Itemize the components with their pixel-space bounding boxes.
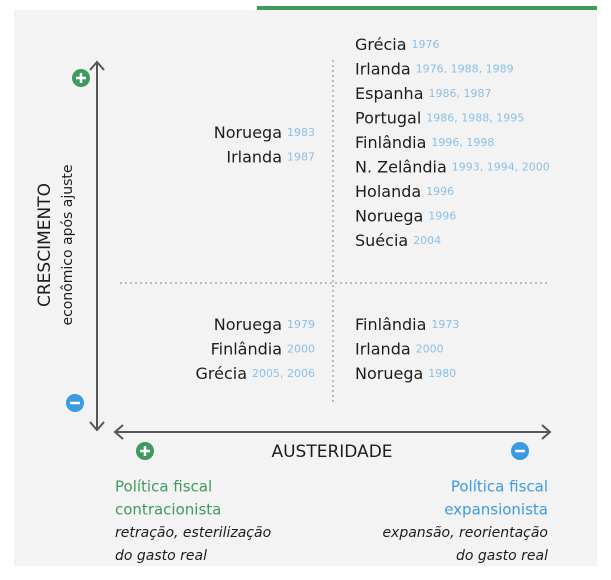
minus-icon [511,442,529,460]
x-title: AUSTERIDADE [271,442,392,462]
y-subtitle: econômico após ajuste [60,164,76,325]
country: Irlanda [355,339,411,358]
years: 1986, 1987 [429,87,492,100]
years: 1996 [426,185,454,198]
years: 1986, 1988, 1995 [426,112,524,125]
country-entry: Noruega 1983 [214,123,315,142]
years: 2004 [413,234,441,247]
years: 1996, 1998 [431,136,494,149]
country: Grécia [355,35,407,54]
country: Finlândia [211,339,282,358]
country-entry: Irlanda 1976, 1988, 1989 [355,59,514,78]
country: Noruega [355,206,423,225]
years: 1976, 1988, 1989 [416,63,514,76]
note-text: do gasto real [115,548,207,564]
axes [89,60,552,440]
years: 1976 [412,38,440,51]
country: Irlanda [355,59,411,78]
country-entry: Grécia 1976 [355,35,440,54]
country-entry: Holanda 1996 [355,182,454,201]
country: Noruega [214,123,282,142]
country-entry: Finlândia 1973 [355,315,459,334]
country: Finlândia [355,315,426,334]
country: Portugal [355,108,421,127]
note-title: Política fiscal [451,478,548,496]
years: 2000 [416,343,444,356]
y-title: CRESCIMENTO [35,183,55,307]
country-entry: Suécia 2004 [355,231,441,250]
country: Holanda [355,182,421,201]
country: Irlanda [226,147,282,166]
country: N. Zelândia [355,157,447,176]
country-entry: N. Zelândia 1993, 1994, 2000 [355,157,550,176]
country-entry: Noruega 1996 [355,206,456,225]
country: Suécia [355,231,408,250]
background [14,10,597,566]
note-text: expansão, reorientação [382,525,548,541]
note-title: Política fiscal [115,478,212,496]
country-entry: Finlândia 1996, 1998 [355,133,494,152]
years: 1987 [287,151,315,164]
years: 1979 [287,318,315,331]
country-entry: Portugal 1986, 1988, 1995 [355,108,524,127]
country-entry: Grécia 2005, 2006 [196,364,316,383]
country: Finlândia [355,133,426,152]
note-text: retração, esterilização [115,525,271,541]
note-text: do gasto real [456,548,548,564]
country-entry: Espanha 1986, 1987 [355,84,491,103]
years: 1980 [428,367,456,380]
note-title: expansionista [444,501,548,519]
years: 1996 [428,210,456,223]
country-entry: Noruega 1980 [355,364,456,383]
years: 1993, 1994, 2000 [452,161,550,174]
country: Noruega [214,315,282,334]
country-entry: Finlândia 2000 [211,339,315,358]
country-entry: Irlanda 1987 [226,147,315,166]
years: 2000 [287,343,315,356]
plus-icon [136,442,154,460]
years: 1983 [287,126,315,139]
years: 1973 [431,318,459,331]
minus-icon [66,394,84,412]
years: 2005, 2006 [252,367,315,380]
country: Grécia [196,364,248,383]
country-entry: Noruega 1979 [214,315,315,334]
country-entry: Irlanda 2000 [355,339,444,358]
plus-icon [72,69,90,87]
note-title: contracionista [115,501,221,519]
country: Espanha [355,84,424,103]
country: Noruega [355,364,423,383]
accent-bar [257,6,597,10]
